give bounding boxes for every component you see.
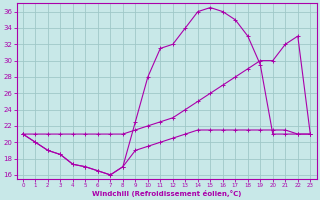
X-axis label: Windchill (Refroidissement éolien,°C): Windchill (Refroidissement éolien,°C) <box>92 190 241 197</box>
